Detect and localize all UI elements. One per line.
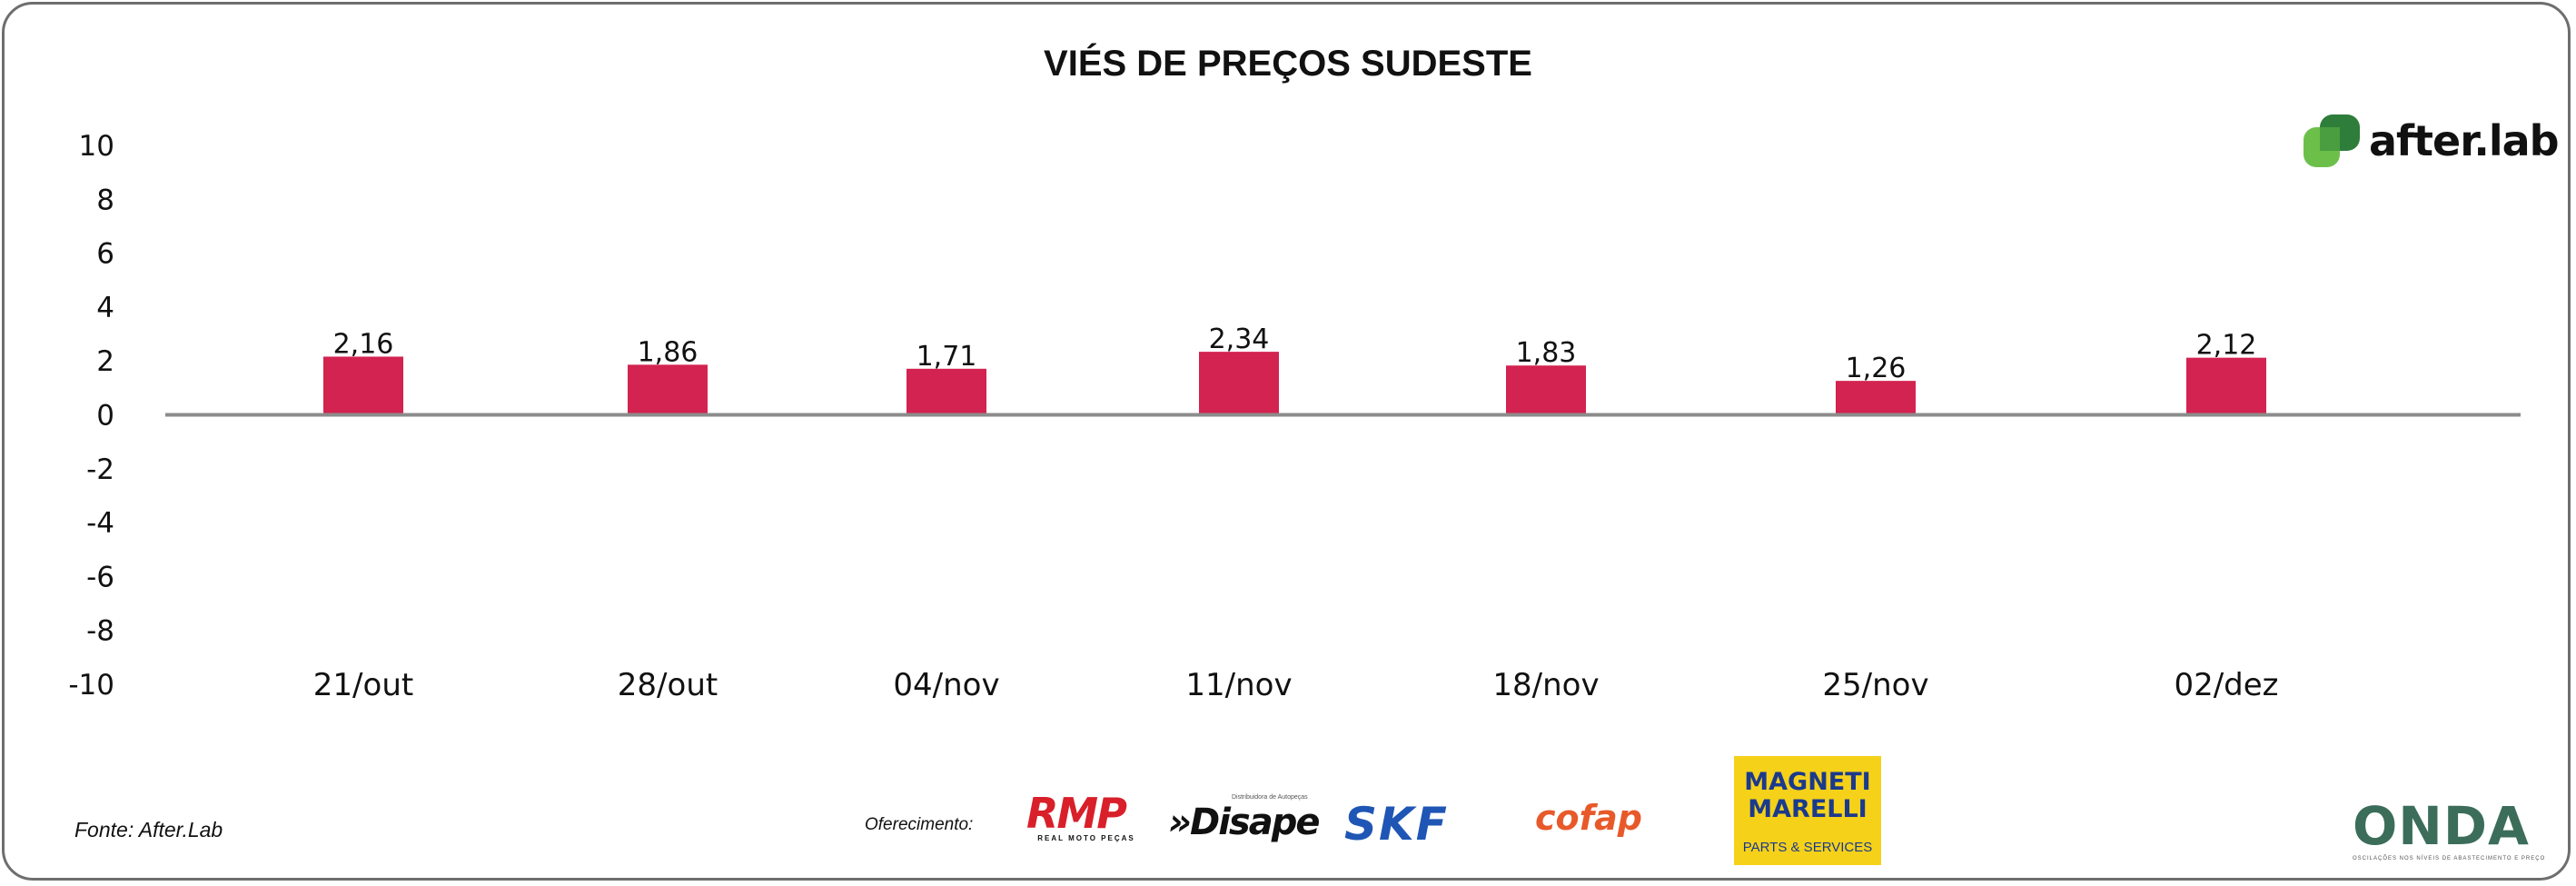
x-tick-label: 02/dez bbox=[2174, 667, 2278, 703]
x-tick-label: 18/nov bbox=[1492, 667, 1599, 703]
y-tick-label: 4 bbox=[96, 292, 114, 324]
skf-wordmark: SKF bbox=[1344, 798, 1449, 851]
chart-title: VIÉS DE PREÇOS SUDESTE bbox=[1044, 44, 1532, 84]
data-label: 2,12 bbox=[2196, 330, 2257, 362]
bar bbox=[907, 368, 986, 415]
data-label: 1,86 bbox=[638, 336, 698, 368]
y-tick-label: -8 bbox=[86, 615, 114, 648]
data-label: 2,34 bbox=[1209, 324, 1270, 355]
y-tick-label: 6 bbox=[96, 238, 114, 271]
bar bbox=[1506, 365, 1586, 415]
x-tick-label: 25/nov bbox=[1822, 667, 1928, 703]
afterlab-logo: after.lab bbox=[2304, 114, 2560, 167]
x-tick-label: 21/out bbox=[313, 667, 413, 703]
y-tick-label: -10 bbox=[68, 669, 114, 702]
data-label: 1,71 bbox=[916, 341, 977, 373]
y-tick-label: -2 bbox=[86, 453, 114, 486]
y-tick-label: -6 bbox=[86, 561, 114, 593]
x-tick-label: 28/out bbox=[618, 667, 718, 703]
y-tick-label: 10 bbox=[79, 130, 114, 163]
skf-logo: SKF bbox=[1344, 798, 1517, 851]
x-tick-label: 11/nov bbox=[1185, 667, 1292, 703]
magneti-marelli-logo: MAGNETI MARELLI PARTS & SERVICES bbox=[1734, 756, 1881, 865]
disape-tagline: Distribuidora de Autopeças bbox=[1232, 794, 1308, 801]
magneti-text: MAGNETI bbox=[1744, 768, 1871, 796]
onda-logo: ONDA OSCILAÇÕES NOS NÍVEIS DE ABASTECIME… bbox=[2353, 795, 2546, 872]
bar bbox=[323, 356, 403, 415]
data-label: 2,16 bbox=[333, 328, 394, 360]
onda-wordmark: ONDA bbox=[2353, 795, 2530, 857]
y-tick-label: 2 bbox=[96, 345, 114, 378]
sponsor-label: Oferecimento: bbox=[865, 815, 974, 834]
disape-wordmark: »Disape bbox=[1168, 801, 1320, 843]
bar bbox=[1199, 352, 1279, 415]
onda-tagline: OSCILAÇÕES NOS NÍVEIS DE ABASTECIMENTO E… bbox=[2353, 856, 2546, 861]
rmp-logo: RMP REAL MOTO PEÇAS bbox=[1026, 792, 1146, 843]
source-note: Fonte: After.Lab bbox=[74, 818, 223, 841]
rmp-wordmark: RMP bbox=[1026, 789, 1127, 838]
afterlab-wordmark: after.lab bbox=[2369, 116, 2560, 165]
bar bbox=[2186, 357, 2266, 415]
bar bbox=[1836, 381, 1916, 415]
y-tick-label: 8 bbox=[96, 184, 114, 216]
y-tick-label: -4 bbox=[86, 507, 114, 540]
cofap-wordmark: cofap bbox=[1535, 798, 1643, 838]
data-label: 1,26 bbox=[1846, 353, 1907, 384]
magneti-marelli-wordmark: MAGNETI MARELLI bbox=[1734, 769, 1881, 823]
x-tick-label: 04/nov bbox=[893, 667, 999, 703]
data-label: 1,83 bbox=[1516, 337, 1577, 369]
rmp-tagline: REAL MOTO PEÇAS bbox=[1037, 834, 1135, 842]
y-tick-label: 0 bbox=[96, 400, 114, 433]
disape-logo: Distribuidora de Autopeças »Disape bbox=[1168, 792, 1323, 843]
marelli-text: MARELLI bbox=[1748, 795, 1868, 823]
cofap-logo: cofap bbox=[1535, 798, 1708, 843]
bar bbox=[628, 364, 708, 415]
magneti-marelli-tagline: PARTS & SERVICES bbox=[1742, 840, 1873, 855]
afterlab-mark-icon bbox=[2304, 114, 2360, 167]
